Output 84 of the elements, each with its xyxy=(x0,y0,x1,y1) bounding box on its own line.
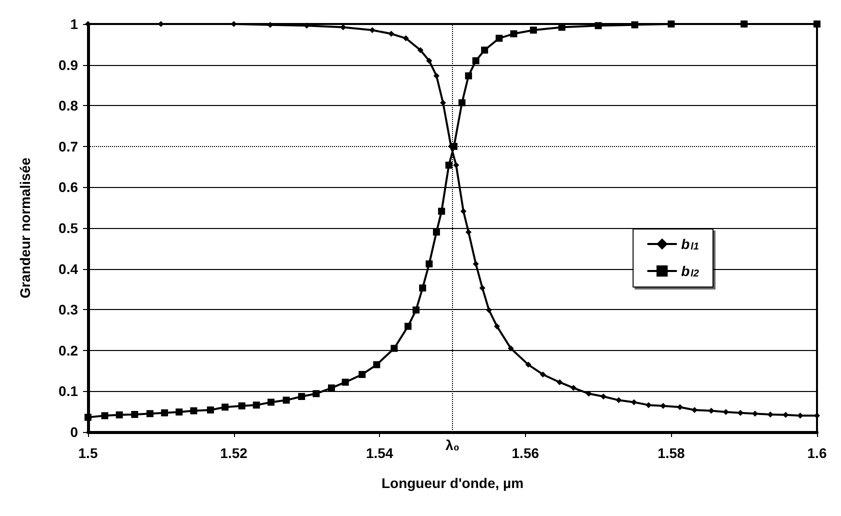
y-tick-label: 0.1 xyxy=(58,383,78,400)
point xyxy=(556,379,563,386)
point xyxy=(530,26,537,34)
y-tick-label: 0.6 xyxy=(58,179,78,196)
legend-label: bl1 xyxy=(681,236,700,252)
point xyxy=(206,406,214,414)
point xyxy=(570,384,577,391)
point xyxy=(252,402,260,409)
point xyxy=(496,34,503,42)
point xyxy=(460,208,466,214)
y-tick-label: 0 xyxy=(70,424,78,440)
point xyxy=(116,411,123,418)
point xyxy=(282,396,290,404)
point xyxy=(131,410,138,418)
point xyxy=(342,378,349,386)
point xyxy=(388,30,394,37)
x-tick-label: 1.52 xyxy=(220,445,248,461)
point xyxy=(631,21,638,28)
legend-label: bl2 xyxy=(681,263,700,280)
point xyxy=(814,20,820,28)
y-tick-label: 0.9 xyxy=(58,56,78,73)
x-tick-label: 1.58 xyxy=(658,445,686,461)
point xyxy=(161,409,168,416)
point xyxy=(594,22,602,30)
point xyxy=(426,260,433,268)
point xyxy=(660,402,666,409)
point xyxy=(190,407,198,414)
point xyxy=(267,398,274,406)
point xyxy=(525,362,532,368)
point xyxy=(450,142,458,150)
point xyxy=(402,35,409,42)
point xyxy=(540,371,546,378)
y-tick-label: 0.2 xyxy=(58,342,78,358)
point xyxy=(238,402,246,410)
point xyxy=(432,228,440,236)
point xyxy=(631,399,638,406)
y-axis-title: Grandeur normalisée xyxy=(17,157,33,298)
point xyxy=(465,72,472,80)
y-tick-label: 0.3 xyxy=(58,302,78,318)
point xyxy=(740,20,748,28)
point xyxy=(369,27,376,34)
point xyxy=(453,162,460,168)
point xyxy=(373,361,380,368)
x-axis-title: Longueur d'onde, µm xyxy=(381,475,524,491)
point xyxy=(668,20,675,28)
point xyxy=(84,414,92,421)
point xyxy=(508,345,514,352)
ref-line-label: λ₀ xyxy=(445,437,460,453)
y-tick-label: 0.4 xyxy=(58,260,78,277)
point xyxy=(146,410,154,418)
y-tick-label: 0.7 xyxy=(58,138,78,154)
point xyxy=(417,47,424,54)
point xyxy=(445,162,452,169)
point xyxy=(298,393,306,400)
y-tick-label: 0.5 xyxy=(58,220,78,236)
y-tick-label: 1 xyxy=(70,16,78,32)
point xyxy=(466,229,472,236)
point xyxy=(176,408,183,416)
x-tick-label: 1.56 xyxy=(512,445,540,461)
point xyxy=(404,322,412,330)
x-tick-label: 1.54 xyxy=(366,445,394,461)
point xyxy=(312,390,320,398)
point xyxy=(412,306,420,314)
point xyxy=(390,344,398,352)
point xyxy=(510,30,518,38)
x-tick-label: 1.5 xyxy=(78,445,98,461)
point xyxy=(222,404,229,411)
y-tick-label: 0.8 xyxy=(58,98,78,114)
point xyxy=(479,284,486,291)
point xyxy=(494,323,500,330)
point xyxy=(472,57,480,64)
point xyxy=(586,390,592,397)
point xyxy=(458,99,466,106)
point xyxy=(328,384,335,392)
point xyxy=(433,72,440,79)
point xyxy=(486,307,492,314)
x-tick-label: 1.6 xyxy=(807,445,827,461)
point xyxy=(438,208,446,215)
point xyxy=(419,284,426,292)
point xyxy=(426,58,432,64)
point xyxy=(101,412,108,420)
point xyxy=(481,46,488,54)
point xyxy=(472,260,479,267)
point xyxy=(358,370,366,378)
